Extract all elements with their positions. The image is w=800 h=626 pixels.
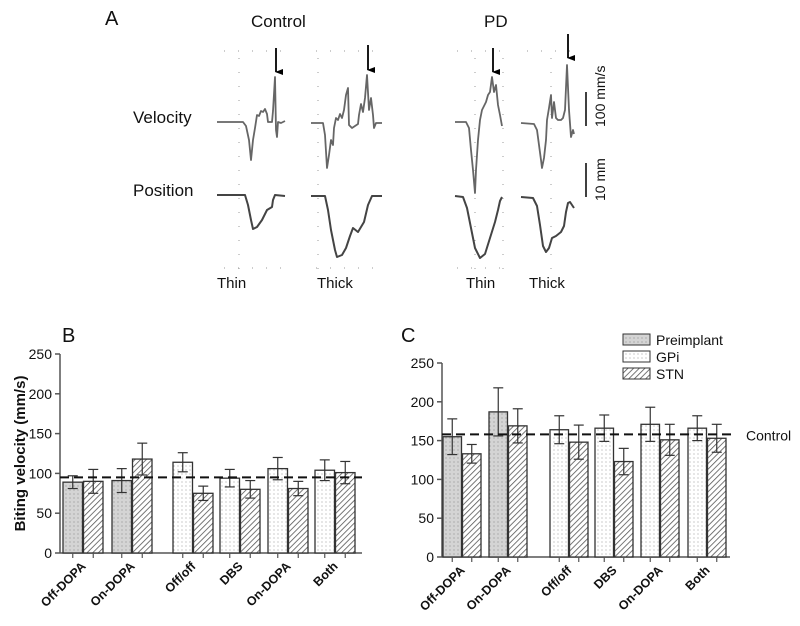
- position-trace-control-thin: [217, 194, 286, 230]
- legend-label: STN: [656, 366, 684, 382]
- bar-stn: [461, 453, 482, 558]
- row-label-velocity: Velocity: [133, 108, 192, 127]
- row-label-position: Position: [133, 181, 193, 200]
- panel-letter: B: [62, 325, 75, 347]
- y-tick-label: 0: [426, 549, 434, 565]
- y-tick-label: 50: [418, 510, 434, 526]
- bar-gpi: [687, 427, 708, 558]
- bar-gpi: [172, 461, 194, 554]
- x-tick-label: On-DOPA: [616, 563, 666, 613]
- trace-label: Thin: [466, 275, 495, 292]
- x-tick-label: Both: [683, 563, 713, 593]
- bar-stn: [192, 492, 214, 554]
- panel-letter: C: [401, 325, 415, 347]
- bar-stn: [613, 460, 634, 558]
- bar-stn: [706, 437, 727, 558]
- bar-gpi: [594, 427, 615, 558]
- legend-swatch-stn: [622, 367, 651, 380]
- panel-a: A Control PD Velocity Position: [105, 8, 608, 292]
- legend-label: Preimplant: [656, 332, 723, 348]
- group-label-pd: PD: [484, 12, 508, 31]
- position-trace-pd-thick: [520, 196, 575, 253]
- velocity-trace-pd-thin: [455, 76, 503, 194]
- x-tick-label: Off-DOPA: [417, 563, 467, 613]
- y-tick-label: 250: [411, 355, 435, 371]
- bar-gpi: [640, 423, 661, 558]
- x-tick-label: On-DOPA: [464, 563, 514, 613]
- x-tick-label: Off-DOPA: [38, 559, 88, 609]
- group-label-control: Control: [251, 12, 306, 31]
- velocity-trace-control-thin: [217, 76, 286, 161]
- legend-swatch-preimplant: [622, 333, 651, 346]
- x-tick-label: DBS: [217, 559, 246, 588]
- y-tick-label: 0: [44, 545, 52, 561]
- bar-stn: [507, 425, 528, 558]
- velocity-trace-control-thick: [311, 74, 382, 169]
- velocity-trace-pd-thick: [520, 64, 575, 169]
- trace-label: Thick: [529, 275, 565, 292]
- position-scale-label: 10 mm: [592, 158, 608, 201]
- y-tick-label: 200: [29, 386, 53, 402]
- position-trace-control-thick: [311, 195, 382, 258]
- trace-label: Thin: [217, 275, 246, 292]
- y-axis-label: Biting velocity (mm/s): [12, 376, 29, 532]
- bar-stn: [659, 439, 680, 558]
- x-tick-label: Off/off: [538, 563, 575, 600]
- legend-label: GPi: [656, 349, 679, 365]
- x-tick-label: DBS: [591, 563, 620, 592]
- bar-stn: [287, 487, 309, 554]
- legend-swatch-gpi: [622, 350, 651, 363]
- trace-label: Thick: [317, 275, 353, 292]
- peak-arrows: [275, 34, 575, 75]
- y-tick-label: 100: [411, 471, 435, 487]
- bar-gpi: [267, 467, 289, 554]
- bar-gpi: [219, 477, 241, 554]
- bar-gpi: [549, 429, 570, 558]
- y-tick-label: 200: [411, 394, 435, 410]
- bar-gpi: [314, 469, 336, 554]
- x-tick-label: Off/off: [162, 559, 199, 596]
- x-tick-label: Both: [311, 559, 341, 589]
- y-tick-label: 150: [29, 426, 53, 442]
- panel-a-letter: A: [105, 8, 119, 30]
- y-tick-label: 50: [36, 505, 52, 521]
- x-tick-label: On-DOPA: [244, 559, 294, 609]
- position-trace-pd-thin: [454, 195, 503, 259]
- bar-stn: [334, 471, 356, 554]
- y-tick-label: 150: [411, 433, 435, 449]
- bar-preimplant: [62, 481, 84, 554]
- bar-stn: [239, 488, 261, 554]
- y-tick-label: 100: [29, 465, 53, 481]
- velocity-scale-label: 100 mm/s: [592, 66, 608, 127]
- x-tick-label: On-DOPA: [88, 559, 138, 609]
- control-reference-label: Control: [746, 427, 791, 443]
- y-tick-label: 250: [29, 346, 53, 362]
